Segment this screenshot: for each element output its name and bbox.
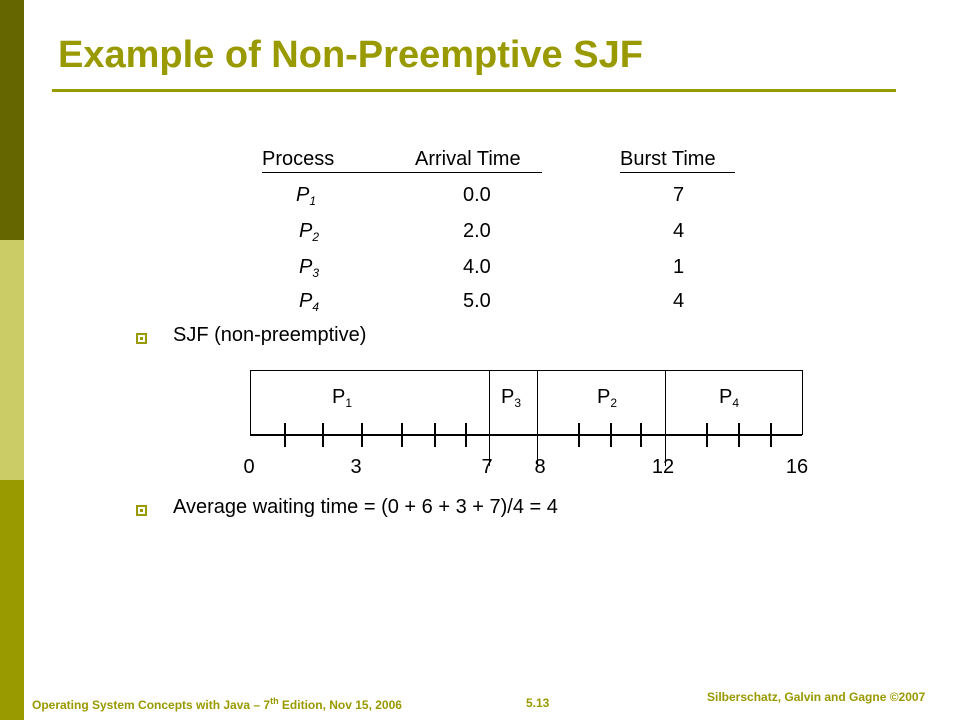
time-label: 16: [785, 456, 809, 478]
time-label: 0: [243, 456, 255, 478]
timeline-tick: [401, 423, 403, 447]
gantt-divider: [537, 370, 538, 466]
gantt-chart-frame: [250, 370, 803, 435]
footer-page-number: 5.13: [526, 696, 550, 710]
time-label: 7: [481, 456, 493, 478]
footer-book-title: Operating System Concepts with Java – 7t…: [32, 696, 402, 712]
arrival-cell: 5.0: [463, 290, 491, 312]
title-underline: [52, 89, 896, 92]
gantt-label-p2: P2: [596, 386, 618, 410]
burst-cell: 4: [673, 220, 685, 242]
arrival-cell: 4.0: [463, 256, 491, 278]
gantt-divider: [489, 370, 490, 466]
timeline-tick: [738, 423, 740, 447]
timeline-tick: [434, 423, 436, 447]
timeline-tick: [465, 423, 467, 447]
timeline-tick: [770, 423, 772, 447]
timeline-tick: [610, 423, 612, 447]
gantt-label-p4: P4: [718, 386, 740, 410]
header-arrival-time: Arrival Time: [415, 148, 521, 170]
side-bar-bottom: [0, 480, 24, 720]
header-underline-right: [620, 172, 735, 173]
timeline-tick: [640, 423, 642, 447]
footer-authors: Silberschatz, Galvin and Gagne ©2007: [707, 690, 926, 704]
timeline-tick: [578, 423, 580, 447]
bullet-icon: [136, 333, 147, 344]
burst-cell: 1: [673, 256, 685, 278]
process-cell: P2: [299, 220, 320, 244]
side-bar-middle: [0, 240, 24, 480]
burst-cell: 4: [673, 290, 685, 312]
header-process: Process: [262, 148, 335, 170]
gantt-timeline: [250, 434, 802, 436]
gantt-label-p3: P3: [500, 386, 522, 410]
bullet-icon: [136, 505, 147, 516]
bullet-text-sjf: SJF (non-preemptive): [173, 324, 367, 346]
arrival-cell: 0.0: [463, 184, 491, 206]
bullet-text-average-waiting: Average waiting time = (0 + 6 + 3 + 7)/4…: [173, 496, 558, 518]
time-label: 12: [651, 456, 675, 478]
time-label: 8: [534, 456, 546, 478]
process-cell: P1: [296, 184, 317, 208]
header-burst-time: Burst Time: [620, 148, 716, 170]
side-bar-top: [0, 0, 24, 240]
gantt-label-p1: P1: [331, 386, 353, 410]
header-underline-left: [262, 172, 542, 173]
process-cell: P3: [299, 256, 320, 280]
timeline-tick: [706, 423, 708, 447]
process-cell: P4: [299, 290, 320, 314]
timeline-tick: [361, 423, 363, 447]
arrival-cell: 2.0: [463, 220, 491, 242]
timeline-tick: [322, 423, 324, 447]
gantt-divider: [665, 370, 666, 466]
burst-cell: 7: [673, 184, 685, 206]
timeline-tick: [284, 423, 286, 447]
slide-title: Example of Non-Preemptive SJF: [58, 34, 643, 76]
time-label: 3: [350, 456, 362, 478]
